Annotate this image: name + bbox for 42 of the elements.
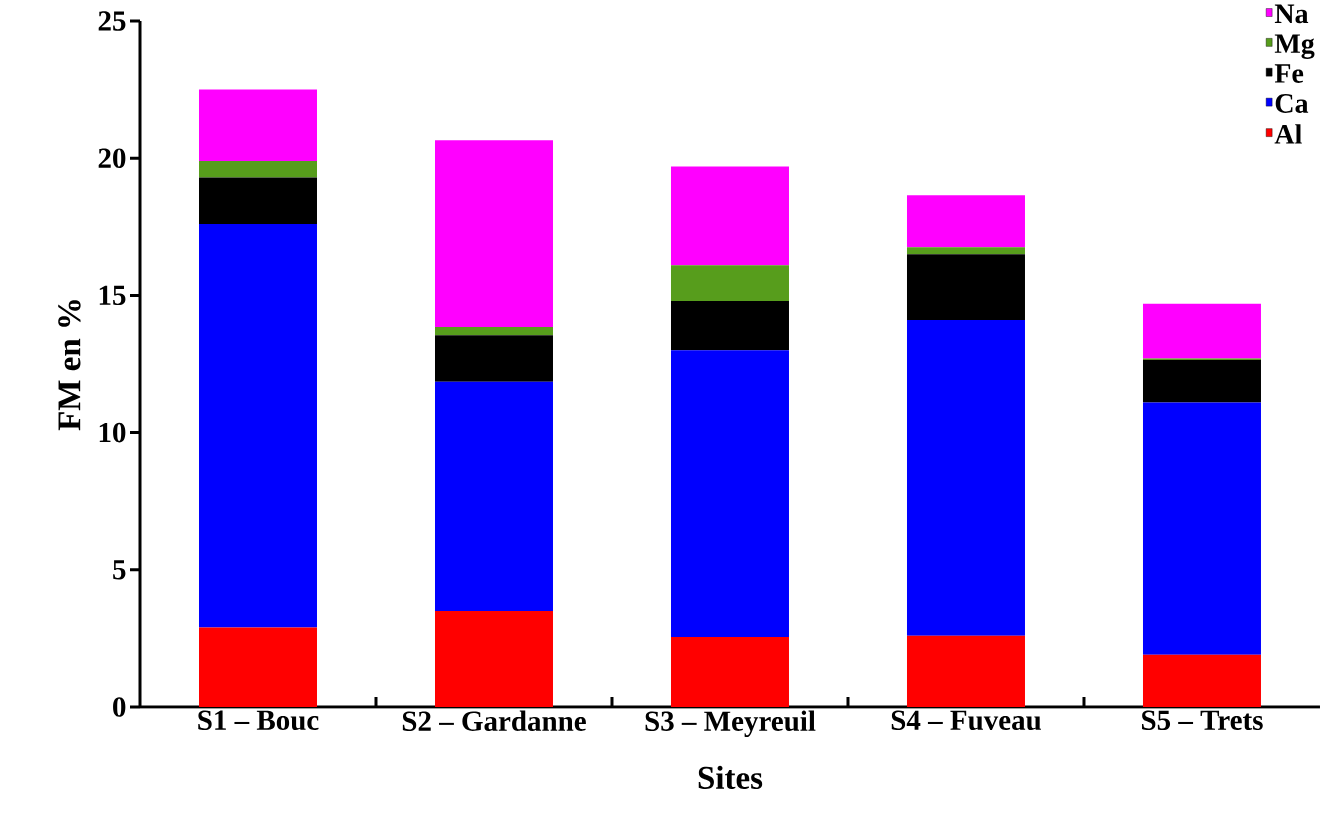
bar [906, 320, 1025, 636]
x-tick-label: S4 – Fuveau [891, 710, 1041, 731]
bar [670, 265, 789, 301]
x-tick-label: S3 – Meyreuil [645, 710, 816, 737]
bar [435, 381, 553, 611]
y-tick-label: 5 [113, 560, 126, 580]
bar [906, 247, 1025, 255]
legend-label: Al [1274, 124, 1302, 144]
bar [435, 610, 553, 707]
bar [670, 300, 789, 351]
bar [199, 160, 317, 178]
x-tick-label: S1 – Bouc [198, 710, 319, 731]
bar [199, 224, 317, 628]
bar [906, 254, 1025, 321]
bar [435, 335, 553, 382]
bar [670, 350, 789, 638]
x-axis-title: Sites [698, 765, 763, 790]
bar [1142, 654, 1261, 707]
y-tick-label: 25 [98, 11, 126, 31]
y-tick-label: 15 [99, 285, 126, 306]
y-tick-label: 20 [98, 148, 126, 168]
bar [906, 195, 1025, 248]
bar [1142, 303, 1261, 359]
bar [1142, 359, 1261, 403]
legend-label: Ca [1275, 94, 1309, 113]
bar [1142, 402, 1261, 655]
bar [435, 326, 553, 336]
bar [199, 89, 317, 161]
bar [199, 627, 317, 707]
legend-label: Fe [1274, 64, 1304, 83]
bar [199, 177, 317, 225]
bar [670, 637, 789, 707]
bar [435, 140, 553, 327]
x-tick-label: S2 – Gardanne [402, 710, 586, 731]
y-tick-label: 0 [113, 697, 126, 717]
y-axis-title: FM en % [58, 300, 81, 431]
bar [906, 635, 1025, 707]
y-tick-label: 10 [99, 422, 126, 443]
legend-label: Mg [1274, 34, 1315, 59]
x-tick-label: S5 – Trets [1142, 710, 1263, 731]
legend-label: Na [1274, 4, 1309, 24]
bar [670, 166, 789, 266]
